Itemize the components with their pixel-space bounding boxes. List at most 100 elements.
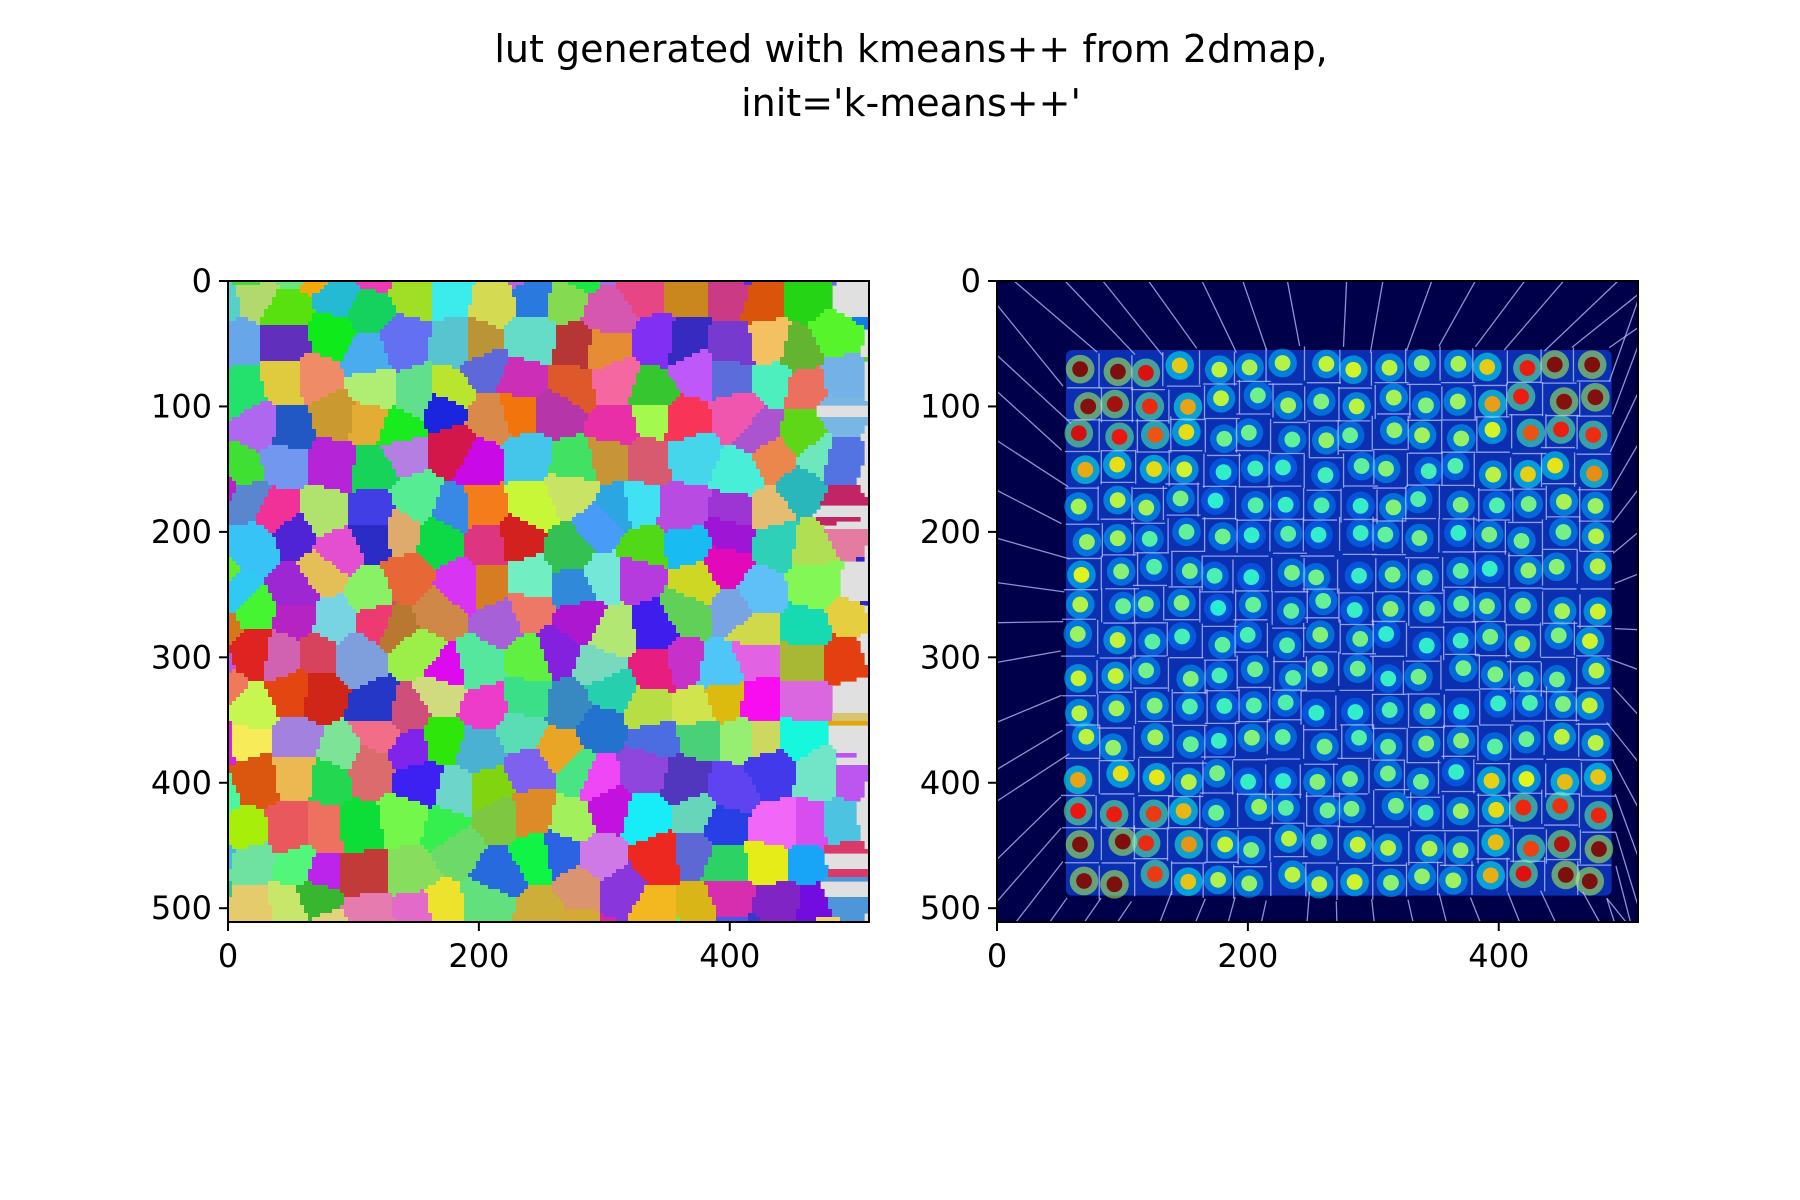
voronoi-cell-segment	[672, 313, 709, 318]
voronoi-cell-segment	[452, 477, 505, 482]
voronoi-cell-segment	[312, 789, 353, 794]
voronoi-cell-segment	[856, 557, 865, 562]
voronoi-cell-segment	[236, 609, 277, 614]
voronoi-cell-segment	[388, 581, 433, 586]
voronoi-cell-segment	[320, 553, 365, 558]
voronoi-cell-segment	[784, 521, 801, 526]
voronoi-cell-segment	[300, 489, 341, 494]
density-peak	[1285, 669, 1301, 686]
voronoi-cell-segment	[824, 385, 865, 390]
voronoi-cell-segment	[828, 457, 865, 462]
density-peak	[1240, 773, 1256, 790]
voronoi-cell-segment	[300, 369, 345, 374]
voronoi-cell-segment	[388, 861, 437, 866]
voronoi-cell-segment	[444, 841, 485, 846]
voronoi-cell-segment	[504, 757, 545, 762]
voronoi-cell-segment	[428, 437, 477, 442]
density-peak	[1518, 771, 1535, 787]
voronoi-cell-segment	[264, 673, 289, 678]
voronoi-cell-segment	[596, 473, 629, 478]
voronoi-cell-segment	[368, 637, 381, 642]
voronoi-cell-segment	[644, 481, 669, 486]
voronoi-cell-segment	[632, 521, 657, 526]
voronoi-cell-segment	[524, 713, 549, 718]
voronoi-cell-segment	[312, 341, 353, 346]
voronoi-cell-segment	[632, 861, 677, 866]
voronoi-cell-segment	[552, 573, 585, 578]
voronoi-cell-segment	[632, 797, 665, 802]
voronoi-cell-segment	[272, 633, 289, 638]
voronoi-cell-segment	[792, 369, 797, 374]
voronoi-cell-segment	[756, 789, 793, 794]
voronoi-cell-segment	[504, 417, 537, 422]
voronoi-cell-segment	[464, 489, 505, 494]
voronoi-cell-segment	[228, 513, 257, 518]
voronoi-cell-segment	[376, 677, 397, 682]
voronoi-cell-segment	[388, 409, 405, 414]
voronoi-cell-segment	[428, 589, 441, 594]
density-peak	[1146, 558, 1162, 575]
voronoi-cell-segment	[540, 749, 581, 754]
voronoi-cell-segment	[392, 593, 425, 598]
voronoi-cell-segment	[620, 561, 649, 566]
voronoi-cell-segment	[392, 673, 425, 678]
voronoi-cell-segment	[432, 309, 469, 314]
voronoi-cell-segment	[724, 721, 753, 726]
voronoi-cell-segment	[776, 489, 829, 494]
occupied-area	[1065, 349, 1612, 896]
voronoi-cell-segment	[752, 525, 769, 530]
voronoi-cell-segment	[468, 381, 501, 386]
voronoi-cell-segment	[240, 313, 265, 318]
voronoi-cell-segment	[752, 737, 781, 742]
voronoi-cell-segment	[260, 457, 309, 462]
voronoi-cell-segment	[664, 589, 677, 594]
voronoi-cell-segment	[392, 317, 421, 322]
voronoi-cell-segment	[584, 309, 633, 314]
voronoi-cell-segment	[508, 513, 513, 518]
voronoi-cell-segment	[512, 797, 557, 802]
voronoi-cell-segment	[676, 721, 697, 726]
voronoi-cell-segment	[552, 621, 601, 626]
voronoi-cell-segment	[544, 841, 581, 846]
voronoi-cell-segment	[456, 557, 469, 562]
voronoi-cell-segment	[504, 761, 549, 766]
voronoi-cell-segment	[416, 621, 469, 626]
voronoi-cell-segment	[340, 853, 389, 858]
voronoi-cell-segment	[496, 729, 545, 734]
voronoi-cell-segment	[536, 633, 569, 638]
voronoi-cell-segment	[268, 897, 301, 902]
voronoi-cell-segment	[504, 717, 545, 722]
voronoi-cell-segment	[348, 345, 385, 350]
voronoi-cell-segment	[664, 301, 709, 306]
voronoi-cell-segment	[744, 693, 781, 698]
voronoi-cell-segment	[588, 365, 605, 370]
voronoi-cell-segment	[708, 401, 765, 406]
voronoi-cell-segment	[720, 585, 737, 590]
voronoi-cell-segment	[788, 385, 825, 390]
voronoi-cell-segment	[276, 281, 305, 286]
voronoi-cell-segment	[588, 345, 633, 350]
voronoi-cell-segment	[628, 509, 661, 514]
voronoi-cell-segment	[236, 697, 273, 702]
voronoi-cell-segment	[396, 305, 433, 310]
voronoi-cell-segment	[232, 861, 277, 866]
density-peak	[1349, 660, 1366, 677]
voronoi-cell-segment	[668, 561, 697, 566]
voronoi-cell-segment	[260, 321, 309, 326]
voronoi-cell-segment	[352, 341, 385, 346]
voronoi-cell-segment	[420, 597, 449, 602]
voronoi-cell-segment	[392, 901, 429, 906]
voronoi-edge	[997, 729, 1063, 770]
voronoi-cell-segment	[396, 677, 417, 682]
voronoi-cell-segment	[576, 641, 589, 646]
voronoi-cell-segment	[592, 705, 601, 710]
voronoi-cell-segment	[796, 809, 825, 814]
voronoi-cell-segment	[792, 601, 833, 606]
voronoi-cell-segment	[336, 653, 389, 658]
voronoi-cell-segment	[268, 585, 313, 590]
voronoi-cell-segment	[464, 905, 517, 910]
voronoi-cell-segment	[308, 681, 345, 686]
density-peak	[1553, 728, 1570, 745]
voronoi-cell-segment	[236, 789, 277, 794]
voronoi-cell-segment	[340, 717, 345, 722]
